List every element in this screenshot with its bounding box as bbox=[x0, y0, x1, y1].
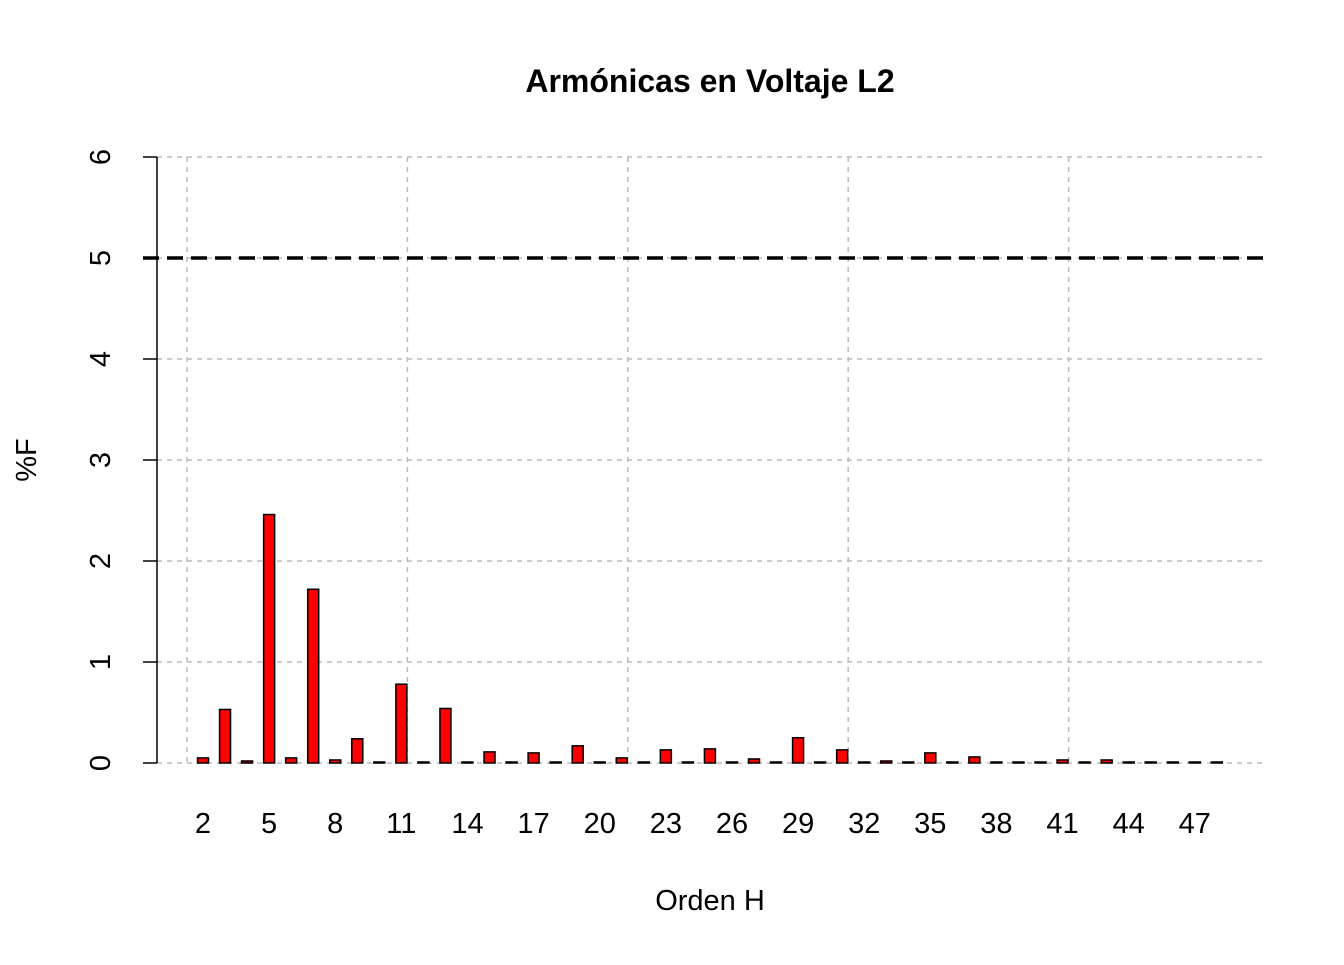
bar bbox=[262, 513, 276, 764]
y-tick-label: 4 bbox=[85, 351, 117, 367]
bar bbox=[725, 761, 739, 764]
x-tick-label: 38 bbox=[980, 808, 1012, 840]
x-tick-label: 14 bbox=[451, 808, 483, 840]
bar bbox=[946, 761, 959, 764]
x-tick-label: 26 bbox=[716, 808, 748, 840]
x-tick-label: 32 bbox=[848, 808, 880, 840]
bar bbox=[615, 757, 629, 764]
bar bbox=[637, 761, 651, 764]
bar bbox=[549, 761, 562, 764]
bar bbox=[328, 759, 342, 764]
bar bbox=[240, 760, 254, 764]
x-axis-label: Orden H bbox=[655, 885, 765, 917]
bar bbox=[968, 756, 981, 764]
y-tick-label: 2 bbox=[85, 553, 117, 569]
bar bbox=[1166, 761, 1180, 764]
bar bbox=[395, 683, 408, 764]
bar bbox=[439, 707, 452, 764]
bar bbox=[527, 752, 540, 764]
x-tick-label: 2 bbox=[195, 808, 211, 840]
x-tick-label: 47 bbox=[1179, 808, 1211, 840]
x-tick-label: 20 bbox=[584, 808, 616, 840]
bar bbox=[990, 761, 1003, 764]
bar bbox=[218, 708, 232, 764]
bar bbox=[902, 761, 915, 764]
bar bbox=[1144, 761, 1157, 764]
x-tick-label: 17 bbox=[517, 808, 549, 840]
x-tick-label: 35 bbox=[914, 808, 946, 840]
y-tick-label: 6 bbox=[85, 149, 117, 165]
bar bbox=[483, 751, 496, 764]
bar bbox=[373, 761, 386, 764]
bar bbox=[769, 761, 783, 764]
bar bbox=[1012, 761, 1025, 764]
bar bbox=[196, 757, 210, 764]
x-tick-label: 41 bbox=[1046, 808, 1078, 840]
y-axis-label: %F bbox=[11, 438, 43, 482]
bar bbox=[791, 737, 805, 764]
bar bbox=[813, 761, 827, 764]
bar bbox=[571, 745, 584, 764]
bar bbox=[857, 761, 871, 764]
x-tick-label: 23 bbox=[650, 808, 682, 840]
bar bbox=[1188, 761, 1202, 764]
bar bbox=[1122, 761, 1135, 764]
x-tick-label: 5 bbox=[261, 808, 277, 840]
bar bbox=[1100, 759, 1113, 764]
bar bbox=[1056, 759, 1069, 764]
bar bbox=[1210, 761, 1224, 764]
chart-title: Armónicas en Voltaje L2 bbox=[525, 63, 894, 99]
bar bbox=[659, 749, 673, 764]
x-tick-label: 44 bbox=[1113, 808, 1145, 840]
y-tick-label: 5 bbox=[85, 250, 117, 266]
bar bbox=[681, 761, 695, 764]
bar bbox=[284, 757, 298, 764]
bar bbox=[924, 752, 937, 764]
bar bbox=[461, 761, 474, 764]
bar bbox=[351, 738, 364, 764]
bar bbox=[593, 761, 606, 764]
y-tick-label: 3 bbox=[85, 452, 117, 468]
bar bbox=[505, 761, 518, 764]
y-tick-label: 1 bbox=[85, 654, 117, 670]
bar bbox=[417, 761, 430, 764]
bar bbox=[703, 748, 717, 764]
x-tick-label: 11 bbox=[386, 808, 416, 840]
bar bbox=[879, 760, 893, 764]
bar bbox=[1078, 761, 1091, 764]
y-tick-label: 0 bbox=[85, 755, 117, 771]
x-tick-label: 8 bbox=[327, 808, 343, 840]
bar bbox=[306, 588, 320, 764]
bar bbox=[1034, 761, 1047, 764]
bar bbox=[747, 758, 761, 764]
bar bbox=[835, 749, 849, 764]
x-tick-label: 29 bbox=[782, 808, 814, 840]
